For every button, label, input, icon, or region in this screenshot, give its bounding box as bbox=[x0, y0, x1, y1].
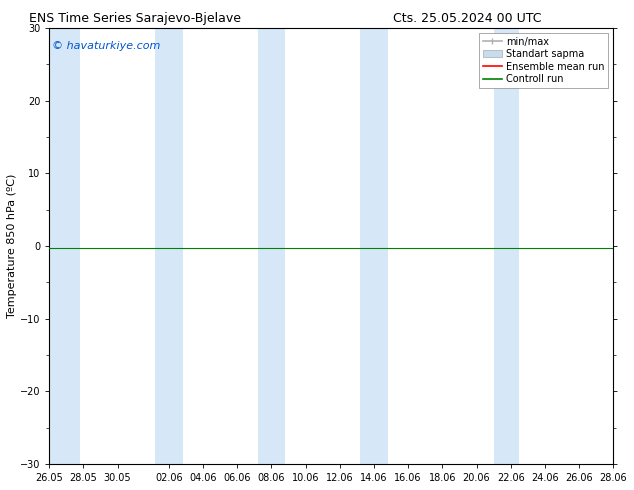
Legend: min/max, Standart sapma, Ensemble mean run, Controll run: min/max, Standart sapma, Ensemble mean r… bbox=[479, 33, 609, 88]
Bar bbox=[360, 28, 387, 464]
Bar bbox=[49, 28, 80, 464]
Text: Cts. 25.05.2024 00 UTC: Cts. 25.05.2024 00 UTC bbox=[393, 12, 541, 25]
Text: © havaturkiye.com: © havaturkiye.com bbox=[52, 41, 160, 51]
Bar bbox=[155, 28, 183, 464]
Text: ENS Time Series Sarajevo-Bjelave: ENS Time Series Sarajevo-Bjelave bbox=[29, 12, 241, 25]
Y-axis label: Temperature 850 hPa (ºC): Temperature 850 hPa (ºC) bbox=[7, 174, 17, 318]
Bar bbox=[258, 28, 285, 464]
Bar bbox=[494, 28, 519, 464]
